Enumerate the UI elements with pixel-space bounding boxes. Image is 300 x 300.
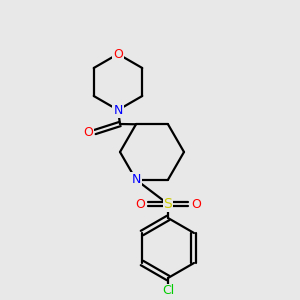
Text: O: O <box>135 197 145 211</box>
Text: O: O <box>113 47 123 61</box>
Text: O: O <box>191 197 201 211</box>
Text: Cl: Cl <box>162 284 174 298</box>
Text: N: N <box>113 103 123 116</box>
Text: O: O <box>83 125 93 139</box>
Text: S: S <box>164 197 172 211</box>
Text: N: N <box>131 173 141 186</box>
